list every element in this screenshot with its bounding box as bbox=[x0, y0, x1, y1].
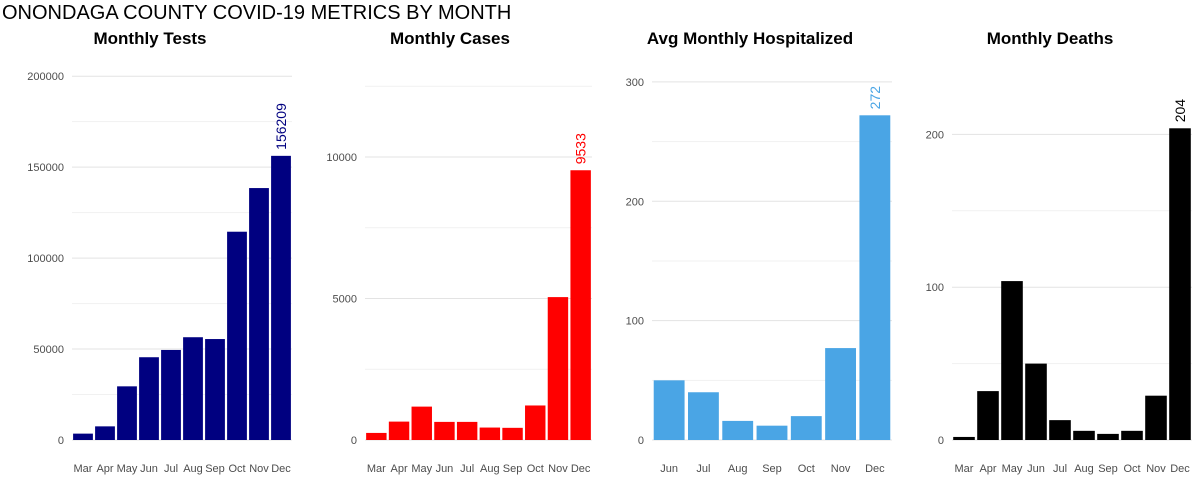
x-tick-label: Jun bbox=[1027, 463, 1045, 475]
x-tick-label: Nov bbox=[548, 463, 568, 475]
y-tick-label: 50000 bbox=[33, 344, 64, 356]
bar-jun bbox=[653, 380, 685, 440]
x-tick-label: Mar bbox=[74, 463, 93, 475]
x-tick-label: Dec bbox=[865, 463, 885, 475]
x-tick-label: Dec bbox=[571, 463, 591, 475]
y-tick-label: 10000 bbox=[326, 152, 357, 164]
y-tick-label: 100 bbox=[626, 316, 644, 328]
y-tick-label: 300 bbox=[626, 77, 644, 89]
y-tick-label: 200 bbox=[626, 196, 644, 208]
x-tick-label: Sep bbox=[205, 463, 225, 475]
x-tick-label: May bbox=[117, 463, 138, 475]
bar-jun bbox=[1025, 363, 1047, 440]
data-label-3: 272 bbox=[867, 86, 883, 110]
bar-aug bbox=[722, 420, 754, 440]
bar-oct bbox=[1121, 430, 1143, 440]
x-tick-label: Oct bbox=[527, 463, 544, 475]
y-tick-label: 150000 bbox=[27, 162, 64, 174]
bar-jun bbox=[434, 421, 455, 440]
panel-title-2: Monthly Cases bbox=[390, 29, 510, 48]
panel-title-3: Avg Monthly Hospitalized bbox=[647, 29, 853, 48]
y-tick-label: 100000 bbox=[27, 253, 64, 265]
x-tick-label: Jun bbox=[436, 463, 454, 475]
bar-mar bbox=[366, 432, 387, 440]
x-tick-label: Aug bbox=[728, 463, 748, 475]
bar-nov bbox=[1145, 395, 1167, 440]
bar-may bbox=[411, 406, 432, 440]
x-tick-label: Dec bbox=[271, 463, 291, 475]
y-tick-label: 100 bbox=[926, 282, 944, 294]
x-tick-label: May bbox=[1002, 463, 1023, 475]
x-tick-label: Dec bbox=[1170, 463, 1190, 475]
bar-apr bbox=[388, 421, 410, 440]
x-tick-label: Oct bbox=[1123, 463, 1140, 475]
x-tick-label: Jul bbox=[164, 463, 178, 475]
x-tick-label: Jun bbox=[140, 463, 158, 475]
panel-title-4: Monthly Deaths bbox=[987, 29, 1114, 48]
x-tick-label: Sep bbox=[1098, 463, 1118, 475]
bar-oct bbox=[525, 405, 546, 440]
x-tick-label: Mar bbox=[955, 463, 974, 475]
data-label-2: 9533 bbox=[573, 133, 589, 164]
bar-may bbox=[1001, 281, 1023, 440]
y-tick-label: 0 bbox=[938, 435, 944, 447]
x-tick-label: Aug bbox=[183, 463, 203, 475]
bar-aug bbox=[1073, 430, 1095, 440]
panel-title-1: Monthly Tests bbox=[93, 29, 206, 48]
x-tick-label: Apr bbox=[390, 463, 407, 475]
bar-aug bbox=[183, 337, 203, 440]
y-tick-label: 200000 bbox=[27, 71, 64, 83]
x-tick-label: Sep bbox=[762, 463, 782, 475]
data-label-4: 204 bbox=[1172, 99, 1188, 123]
chart-main-title: ONONDAGA COUNTY COVID-19 METRICS BY MONT… bbox=[2, 2, 512, 24]
bar-dec bbox=[271, 155, 291, 440]
bar-apr bbox=[95, 426, 115, 440]
bar-dec bbox=[1169, 128, 1191, 440]
y-tick-label: 0 bbox=[638, 435, 644, 447]
bar-may bbox=[117, 386, 137, 440]
bar-sep bbox=[1097, 433, 1119, 440]
y-tick-label: 0 bbox=[58, 435, 64, 447]
x-tick-label: Nov bbox=[249, 463, 269, 475]
bar-jul bbox=[161, 349, 181, 440]
bar-nov bbox=[825, 348, 856, 440]
x-tick-label: Jul bbox=[696, 463, 710, 475]
x-tick-label: Mar bbox=[367, 463, 386, 475]
bar-nov bbox=[249, 188, 269, 440]
y-tick-label: 200 bbox=[926, 129, 944, 141]
y-tick-label: 5000 bbox=[333, 294, 357, 306]
x-tick-label: Jul bbox=[460, 463, 474, 475]
x-tick-label: Jul bbox=[1053, 463, 1067, 475]
bar-aug bbox=[479, 427, 501, 440]
x-tick-label: Apr bbox=[979, 463, 996, 475]
bar-apr bbox=[977, 391, 999, 440]
data-label-1: 156209 bbox=[273, 103, 289, 150]
bar-jul bbox=[688, 392, 719, 440]
bar-oct bbox=[790, 416, 822, 440]
x-tick-label: Oct bbox=[798, 463, 815, 475]
bar-sep bbox=[756, 425, 788, 440]
x-tick-label: Sep bbox=[503, 463, 523, 475]
bar-jun bbox=[139, 357, 159, 440]
bar-nov bbox=[547, 297, 569, 440]
bar-sep bbox=[205, 339, 225, 440]
bar-oct bbox=[227, 231, 247, 440]
y-tick-label: 0 bbox=[351, 435, 357, 447]
bar-dec bbox=[859, 115, 891, 441]
bar-jul bbox=[1049, 420, 1071, 440]
bar-jul bbox=[456, 421, 478, 440]
bar-mar bbox=[73, 433, 93, 440]
x-tick-label: Jun bbox=[660, 463, 678, 475]
x-tick-label: Apr bbox=[96, 463, 113, 475]
bar-mar bbox=[953, 436, 975, 440]
x-tick-label: May bbox=[411, 463, 432, 475]
bar-sep bbox=[502, 427, 523, 440]
x-tick-label: Aug bbox=[1074, 463, 1094, 475]
x-tick-label: Nov bbox=[1146, 463, 1166, 475]
x-tick-label: Aug bbox=[480, 463, 500, 475]
x-tick-label: Oct bbox=[228, 463, 245, 475]
x-tick-label: Nov bbox=[831, 463, 851, 475]
bar-dec bbox=[570, 170, 591, 440]
